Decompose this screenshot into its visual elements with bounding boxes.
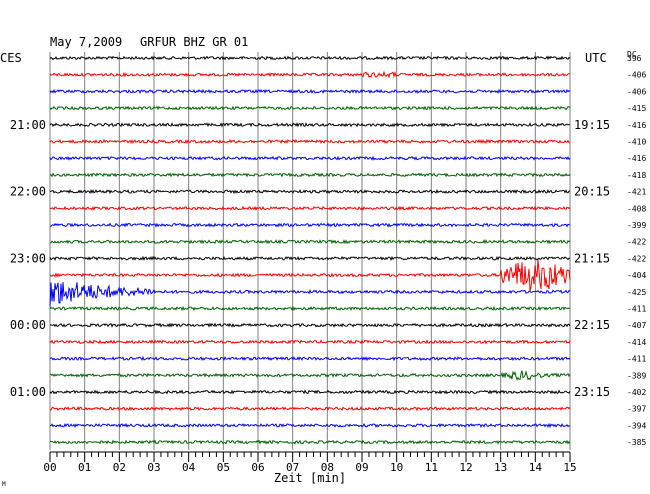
x-tick-label: 12 [459, 461, 472, 474]
right-time-label: 21:15 [574, 251, 610, 265]
dc-offset-label: 396 [627, 54, 642, 63]
corner-mark: M [2, 481, 6, 488]
seismic-trace [49, 255, 571, 262]
seismic-trace [49, 55, 571, 61]
chart-station: GRFUR BHZ GR 01 [140, 35, 248, 49]
dc-offset-label: -421 [627, 188, 646, 197]
seismic-trace [49, 205, 571, 212]
seismic-trace [49, 172, 571, 178]
x-tick-label: 07 [286, 461, 299, 474]
dc-offset-label: -404 [627, 271, 646, 280]
dc-header: DC [627, 50, 637, 59]
seismic-trace [49, 322, 571, 328]
x-tick-label: 00 [43, 461, 56, 474]
chart-date: May 7,2009 [50, 35, 122, 49]
seismic-trace [49, 369, 571, 381]
seismic-trace [50, 222, 571, 228]
seismic-trace [49, 439, 571, 445]
dc-offset-label: -394 [627, 421, 646, 430]
x-tick-label: 15 [563, 461, 576, 474]
seismic-trace [49, 155, 571, 161]
seismic-trace [49, 138, 571, 145]
seismic-trace [49, 282, 571, 307]
x-axis-label: Zeit [min] [274, 471, 346, 485]
x-tick-label: 04 [182, 461, 196, 474]
seismic-trace [49, 122, 571, 128]
left-time-label: 22:00 [10, 185, 46, 199]
dc-offset-label: -415 [627, 104, 646, 113]
left-time-label: 00:00 [10, 318, 46, 332]
x-tick-label: 03 [147, 461, 160, 474]
dc-offset-label: -406 [627, 87, 646, 96]
x-tick-label: 08 [321, 461, 334, 474]
x-tick-label: 02 [113, 461, 126, 474]
left-timezone: CES [0, 51, 22, 65]
seismic-trace [49, 305, 571, 312]
right-timezone: UTC [585, 51, 607, 65]
dc-offset-label: -411 [627, 305, 646, 314]
right-time-label: 22:15 [574, 318, 610, 332]
dc-offset-label: -397 [627, 405, 646, 414]
x-tick-label: 05 [217, 461, 230, 474]
seismic-trace [49, 389, 571, 395]
left-time-label: 01:00 [10, 385, 46, 399]
traces [49, 55, 571, 445]
dc-offset-label: -410 [627, 138, 646, 147]
dc-offset-label: -399 [627, 221, 646, 230]
x-tick-label: 01 [78, 461, 91, 474]
right-time-label: 20:15 [574, 185, 610, 199]
dc-offset-label: -422 [627, 238, 646, 247]
right-time-label: 19:15 [574, 118, 610, 132]
seismic-trace [49, 70, 570, 79]
left-time-label: 21:00 [10, 118, 46, 132]
dc-offset-label: -406 [627, 71, 646, 80]
dc-offset-label: -422 [627, 254, 646, 263]
dc-offset-label: -385 [627, 438, 646, 447]
dc-offset-label: -418 [627, 171, 646, 180]
seismic-trace [49, 406, 571, 412]
seismic-trace [49, 355, 571, 362]
x-tick-label: 13 [494, 461, 507, 474]
left-time-label: 23:00 [10, 251, 46, 265]
seismic-trace [49, 339, 571, 345]
seismic-trace [49, 422, 571, 429]
dc-offset-label: -416 [627, 121, 646, 130]
dc-offset-label: -408 [627, 204, 646, 213]
right-time-label: 23:15 [574, 385, 610, 399]
x-tick-label: 09 [355, 461, 368, 474]
seismic-trace [49, 88, 571, 95]
x-tick-label: 11 [425, 461, 438, 474]
dc-offset-label: -414 [627, 338, 646, 347]
x-tick-label: 14 [529, 461, 543, 474]
labels: 00 01 02 03 04 05 06 07 08 09 10 11 12 13 14 15 396 -406 -… [10, 54, 647, 474]
dc-offset-label: -389 [627, 371, 646, 380]
grid [49, 52, 571, 462]
seismic-trace [49, 188, 571, 195]
dc-offset-label: -407 [627, 321, 646, 330]
seismic-trace [49, 259, 571, 292]
dc-offset-label: -411 [627, 355, 646, 364]
dc-offset-label: -416 [627, 154, 646, 163]
dc-offset-label: -402 [627, 388, 646, 397]
seismic-trace [49, 239, 571, 245]
x-tick-label: 06 [251, 461, 264, 474]
x-tick-label: 10 [390, 461, 403, 474]
seismic-trace [49, 105, 571, 111]
dc-offset-label: -425 [627, 288, 646, 297]
